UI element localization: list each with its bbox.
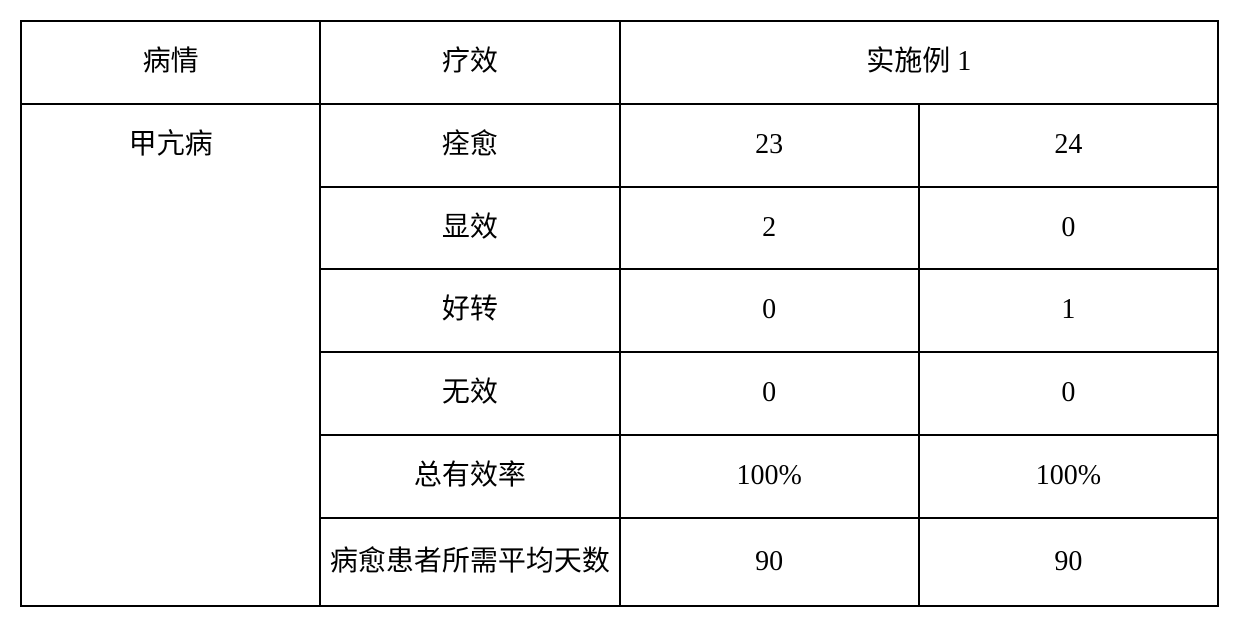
header-example-merged: 实施例 1: [620, 21, 1219, 104]
efficacy-label: 显效: [320, 187, 619, 270]
header-efficacy: 疗效: [320, 21, 619, 104]
header-condition: 病情: [21, 21, 320, 104]
clinical-table-container: 病情 疗效 实施例 1 甲亢病 痊愈 23 24 显效 2 0 好转 0 1: [20, 20, 1219, 607]
efficacy-label: 好转: [320, 269, 619, 352]
value-cell-a: 0: [620, 269, 919, 352]
efficacy-label: 无效: [320, 352, 619, 435]
efficacy-label: 痊愈: [320, 104, 619, 187]
value-cell-a: 23: [620, 104, 919, 187]
condition-cell: 甲亢病: [21, 104, 320, 606]
value-cell-b: 90: [919, 518, 1218, 606]
efficacy-label: 病愈患者所需平均天数: [320, 518, 619, 606]
clinical-efficacy-table: 病情 疗效 实施例 1 甲亢病 痊愈 23 24 显效 2 0 好转 0 1: [20, 20, 1219, 607]
value-cell-b: 100%: [919, 435, 1218, 518]
value-cell-b: 1: [919, 269, 1218, 352]
value-cell-a: 100%: [620, 435, 919, 518]
value-cell-b: 0: [919, 187, 1218, 270]
efficacy-label: 总有效率: [320, 435, 619, 518]
table-row: 甲亢病 痊愈 23 24: [21, 104, 1218, 187]
value-cell-a: 2: [620, 187, 919, 270]
value-cell-b: 24: [919, 104, 1218, 187]
table-header-row: 病情 疗效 实施例 1: [21, 21, 1218, 104]
value-cell-b: 0: [919, 352, 1218, 435]
value-cell-a: 90: [620, 518, 919, 606]
value-cell-a: 0: [620, 352, 919, 435]
